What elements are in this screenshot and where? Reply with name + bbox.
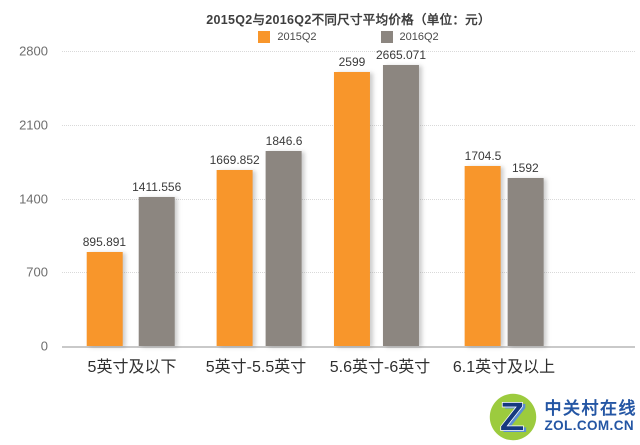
bar-column-2015Q2: 895.891 bbox=[83, 235, 126, 346]
legend-label: 2015Q2 bbox=[277, 31, 317, 43]
x-category-label: 5.6英寸-6英寸 bbox=[329, 359, 431, 376]
zol-logo-icon: Z Z bbox=[489, 393, 536, 441]
x-category-label: 5英寸及以下 bbox=[87, 359, 177, 376]
svg-text:Z: Z bbox=[499, 393, 524, 439]
y-tick-label: 1400 bbox=[19, 191, 48, 206]
svg-text:Z: Z bbox=[502, 395, 527, 441]
chart-title: 2015Q2与2016Q2不同尺寸平均价格（单位：元） bbox=[206, 13, 491, 27]
bar-2016Q2 bbox=[507, 178, 544, 346]
bar-value-label: 1411.556 bbox=[132, 180, 182, 195]
legend-label: 2016Q2 bbox=[399, 31, 439, 43]
bar-group: 1669.852 1846.6 bbox=[210, 134, 303, 346]
bar-column-2016Q2: 1411.556 bbox=[132, 180, 181, 346]
bar-value-label: 1669.852 bbox=[209, 153, 260, 168]
y-tick-label: 0 bbox=[40, 338, 48, 354]
x-category-label: 6.1英寸及以上 bbox=[452, 359, 556, 376]
bar-2015Q2 bbox=[216, 170, 253, 346]
bar-2015Q2 bbox=[86, 251, 123, 346]
y-tick-label: 700 bbox=[26, 264, 48, 280]
x-category-label: 5英寸-5.5英寸 bbox=[205, 359, 307, 376]
legend: 2015Q2 2016Q2 bbox=[62, 31, 635, 43]
bar-column-2015Q2: 1669.852 bbox=[210, 153, 260, 346]
y-tick-label: 2800 bbox=[19, 43, 48, 59]
plot-area: 895.891 1411.556 1669.852 1846.6 2599 2665.07… bbox=[62, 48, 635, 348]
bar-group: 2599 2665.071 bbox=[333, 48, 426, 346]
legend-item-2016Q2: 2016Q2 bbox=[380, 31, 439, 43]
bar-value-label: 1846.6 bbox=[265, 134, 303, 149]
bar-value-label: 2665.071 bbox=[375, 48, 427, 63]
legend-swatch-2016Q2 bbox=[380, 31, 393, 43]
y-axis-tick-labels: 2800 2100 1400 700 0 bbox=[0, 44, 48, 354]
legend-item-2015Q2: 2015Q2 bbox=[258, 31, 317, 43]
bar-value-label: 1704.5 bbox=[464, 149, 502, 164]
bar-2016Q2 bbox=[266, 151, 303, 346]
legend-swatch-2015Q2 bbox=[258, 31, 271, 43]
bar-value-label: 895.891 bbox=[82, 234, 127, 249]
bar-value-label: 2599 bbox=[338, 55, 366, 70]
bar-column-2016Q2: 1846.6 bbox=[265, 134, 303, 346]
bar-group: 1704.5 1592 bbox=[465, 149, 544, 346]
bar-2015Q2 bbox=[464, 166, 501, 346]
zol-logo-text: 中关村在线 ZOL.COM.CN bbox=[545, 400, 638, 434]
bar-2016Q2 bbox=[383, 65, 419, 346]
bar-2015Q2 bbox=[333, 72, 370, 346]
x-axis-category-labels: 5英寸及以下 5英寸-5.5英寸 5.6英寸-6英寸 6.1英寸及以上 bbox=[62, 353, 635, 377]
gridline bbox=[62, 51, 635, 52]
zol-logo-domain: ZOL.COM.CN bbox=[544, 417, 634, 433]
bar-column-2016Q2: 1592 bbox=[507, 161, 544, 346]
bar-column-2015Q2: 2599 bbox=[333, 55, 370, 346]
bar-group: 895.891 1411.556 bbox=[83, 180, 181, 346]
bar-2016Q2 bbox=[138, 197, 175, 346]
y-tick-label: 2100 bbox=[19, 117, 48, 133]
zol-watermark: Z Z 中关村在线 ZOL.COM.CN bbox=[488, 392, 638, 442]
bar-column-2015Q2: 1704.5 bbox=[464, 149, 502, 346]
bar-value-label: 1592 bbox=[511, 161, 539, 176]
bar-column-2016Q2: 2665.071 bbox=[376, 48, 426, 346]
zol-logo-chinese: 中关村在线 bbox=[544, 399, 637, 419]
